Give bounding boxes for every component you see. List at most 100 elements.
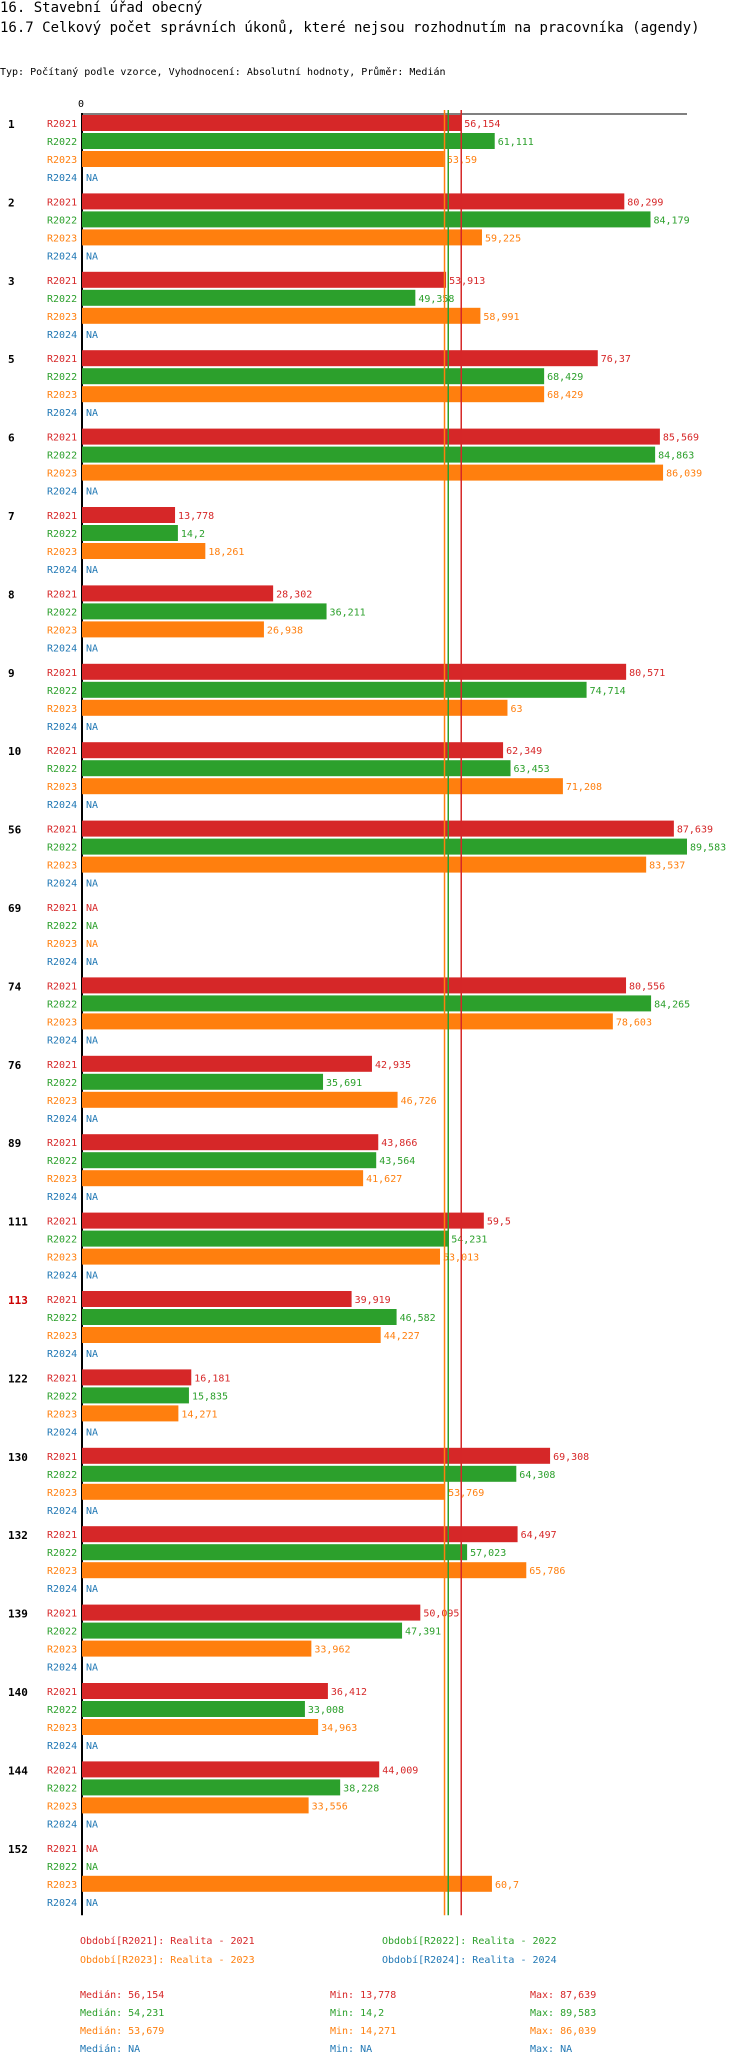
bar bbox=[82, 229, 482, 246]
series-row-label: R2021 bbox=[47, 1217, 77, 1228]
bar bbox=[82, 1291, 352, 1307]
bar-value-label: 84,863 bbox=[658, 451, 694, 462]
series-row-label: R2023 bbox=[47, 1566, 77, 1577]
legend-entry: Období[R2021]: Realita - 2021 bbox=[80, 1935, 255, 1947]
category-label: 10 bbox=[8, 745, 21, 758]
category-label: 3 bbox=[8, 275, 15, 288]
series-row-label: R2022 bbox=[47, 686, 77, 697]
legend-entry: Období[R2023]: Realita - 2023 bbox=[80, 1954, 255, 1966]
category-label: 74 bbox=[8, 980, 22, 993]
series-row-label: R2021 bbox=[47, 1373, 77, 1384]
bar-value-label: 71,208 bbox=[566, 782, 602, 793]
bar bbox=[82, 151, 444, 167]
bar bbox=[82, 1387, 189, 1404]
na-label: NA bbox=[86, 1584, 98, 1595]
bar-value-label: 44,227 bbox=[384, 1331, 420, 1342]
bar-value-label: 64,497 bbox=[521, 1530, 557, 1541]
category-label: 8 bbox=[8, 588, 15, 601]
series-row-label: R2024 bbox=[47, 1035, 77, 1046]
series-row-label: R2021 bbox=[47, 1138, 77, 1149]
na-label: NA bbox=[86, 879, 98, 890]
na-label: NA bbox=[86, 565, 98, 576]
bar-value-label: 74,714 bbox=[590, 686, 626, 697]
series-row-label: R2021 bbox=[47, 511, 77, 522]
na-label: NA bbox=[86, 1506, 98, 1517]
series-row-label: R2023 bbox=[47, 155, 77, 166]
series-row-label: R2023 bbox=[47, 782, 77, 793]
series-row-label: R2023 bbox=[47, 1723, 77, 1734]
bar-value-label: 44,009 bbox=[382, 1765, 418, 1776]
category-label: 2 bbox=[8, 196, 15, 209]
bar bbox=[82, 663, 627, 680]
series-row-label: R2021 bbox=[47, 119, 77, 130]
series-row-label: R2023 bbox=[47, 390, 77, 401]
stat-max: Max: 87,639 bbox=[530, 1990, 596, 2001]
na-label: NA bbox=[86, 1192, 98, 1203]
legend-entry: Období[R2024]: Realita - 2024 bbox=[382, 1954, 557, 1966]
bar bbox=[82, 115, 462, 131]
bar-value-label: 59,225 bbox=[485, 233, 521, 244]
bar-value-label: 80,299 bbox=[627, 197, 663, 208]
bar bbox=[82, 368, 545, 385]
series-row-label: R2023 bbox=[47, 1801, 77, 1812]
bar-value-label: 84,179 bbox=[654, 215, 690, 226]
bar-value-label: 26,938 bbox=[267, 625, 303, 636]
bar-value-label: 47,391 bbox=[405, 1627, 441, 1638]
bar bbox=[82, 995, 652, 1012]
na-label: NA bbox=[86, 1844, 98, 1855]
na-label: NA bbox=[86, 1819, 98, 1830]
series-row-label: R2022 bbox=[47, 921, 77, 932]
bar bbox=[82, 760, 511, 777]
series-row-label: R2023 bbox=[47, 939, 77, 950]
series-row-label: R2024 bbox=[47, 1584, 77, 1595]
series-row-label: R2022 bbox=[47, 215, 77, 226]
series-row-label: R2024 bbox=[47, 565, 77, 576]
bar-value-label: 80,571 bbox=[629, 668, 665, 679]
bar bbox=[82, 307, 481, 324]
bar bbox=[82, 820, 674, 837]
axis-zero-label: 0 bbox=[78, 99, 84, 110]
bar-value-label: 13,778 bbox=[178, 511, 214, 522]
series-row-label: R2021 bbox=[47, 981, 77, 992]
stat-min: Min: 14,271 bbox=[330, 2026, 396, 2037]
na-label: NA bbox=[86, 939, 98, 950]
series-row-label: R2022 bbox=[47, 1313, 77, 1324]
na-label: NA bbox=[86, 408, 98, 419]
bar-value-label: 33,962 bbox=[314, 1645, 350, 1656]
series-row-label: R2023 bbox=[47, 1174, 77, 1185]
series-row-label: R2023 bbox=[47, 1880, 77, 1891]
bar-value-label: 64,308 bbox=[519, 1470, 555, 1481]
bar-value-label: 14,2 bbox=[181, 529, 205, 540]
bar bbox=[82, 1604, 421, 1621]
category-label: 9 bbox=[8, 667, 15, 680]
stat-median: Medián: NA bbox=[80, 2043, 140, 2055]
category-label: 152 bbox=[8, 1843, 28, 1856]
na-label: NA bbox=[86, 1349, 98, 1360]
bar-value-label: 62,349 bbox=[506, 746, 542, 757]
series-row-label: R2024 bbox=[47, 879, 77, 890]
bar-value-label: 78,603 bbox=[616, 1017, 652, 1028]
bar-value-label: 18,261 bbox=[208, 547, 244, 558]
series-row-label: R2022 bbox=[47, 1705, 77, 1716]
series-row-label: R2021 bbox=[47, 1530, 77, 1541]
na-label: NA bbox=[86, 722, 98, 733]
series-row-label: R2021 bbox=[47, 1765, 77, 1776]
series-row-label: R2023 bbox=[47, 469, 77, 480]
series-row-label: R2021 bbox=[47, 276, 77, 287]
bar bbox=[82, 1152, 377, 1169]
series-row-label: R2024 bbox=[47, 1663, 77, 1674]
series-row-label: R2022 bbox=[47, 294, 77, 305]
bar bbox=[82, 1447, 551, 1464]
category-label: 76 bbox=[8, 1059, 22, 1072]
series-row-label: R2021 bbox=[47, 1452, 77, 1463]
series-row-label: R2021 bbox=[47, 1844, 77, 1855]
series-row-label: R2021 bbox=[47, 1687, 77, 1698]
series-row-label: R2024 bbox=[47, 643, 77, 654]
bar-value-label: 68,429 bbox=[547, 390, 583, 401]
series-row-label: R2024 bbox=[47, 1898, 77, 1909]
category-label: 111 bbox=[8, 1216, 28, 1229]
bar-value-label: 53,769 bbox=[448, 1488, 484, 1499]
category-label: 5 bbox=[8, 353, 15, 366]
series-row-label: R2021 bbox=[47, 589, 77, 600]
bar bbox=[82, 193, 625, 210]
